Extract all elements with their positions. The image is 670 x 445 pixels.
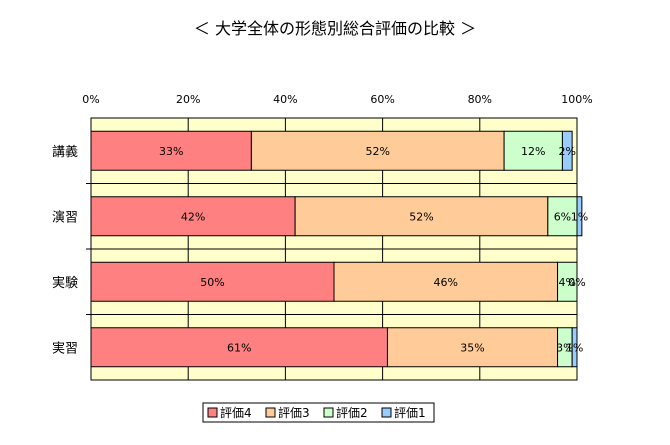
data-label: 46% bbox=[434, 276, 458, 289]
category-label: 講義 bbox=[52, 144, 78, 160]
chart-title: ＜ 大学全体の形態別総合評価の比較 ＞ bbox=[194, 19, 476, 38]
bar-segment bbox=[90, 196, 296, 237]
bar-segment bbox=[547, 196, 578, 237]
bars: 33% 52% 12% 2%42% 52% 6% 1%50% 46% 4%0%61% 35% 3%1… bbox=[90, 130, 588, 368]
category-label: 実習 bbox=[52, 340, 78, 356]
x-tick-label: 60% bbox=[370, 93, 394, 106]
legend-swatch bbox=[323, 407, 334, 418]
x-tick-label: 80% bbox=[468, 93, 492, 106]
bar-segment bbox=[294, 196, 549, 237]
data-label: 1% bbox=[571, 210, 588, 223]
bar-segment bbox=[333, 261, 559, 302]
data-label: 0% bbox=[568, 276, 585, 289]
x-tick-label: 40% bbox=[273, 93, 297, 106]
legend-swatch bbox=[381, 407, 392, 418]
x-tick-label: 20% bbox=[176, 93, 200, 106]
data-label: 33% bbox=[159, 145, 183, 158]
bar-segment bbox=[557, 261, 578, 302]
legend-label: 評価2 bbox=[336, 405, 368, 420]
bar-segment bbox=[90, 327, 388, 368]
data-label: 50% bbox=[200, 276, 224, 289]
data-label: 3% bbox=[556, 341, 573, 354]
data-label: 1% bbox=[566, 341, 583, 354]
bar-segment bbox=[90, 130, 252, 171]
category-label: 演習 bbox=[52, 209, 78, 225]
bar-segment bbox=[561, 130, 573, 171]
bar-segment bbox=[571, 327, 578, 368]
legend-swatch bbox=[207, 407, 218, 418]
data-label: 35% bbox=[460, 341, 484, 354]
x-tick-label: 100% bbox=[561, 93, 592, 106]
data-label: 12% bbox=[521, 145, 545, 158]
category-label: 実験 bbox=[52, 275, 78, 291]
bar-segment bbox=[386, 327, 559, 368]
data-label: 2% bbox=[559, 145, 576, 158]
bar-segment bbox=[503, 130, 563, 171]
bar-segment bbox=[576, 196, 583, 237]
data-label: 4% bbox=[559, 276, 576, 289]
bar-segment bbox=[90, 261, 335, 302]
legend-label: 評価1 bbox=[394, 405, 426, 420]
legend-label: 評価3 bbox=[278, 405, 310, 420]
data-label: 6% bbox=[554, 210, 571, 223]
legend: 評価4 評価3 評価2 評価1 bbox=[202, 402, 435, 423]
data-label: 52% bbox=[366, 145, 390, 158]
legend-box bbox=[202, 402, 435, 423]
legend-swatch bbox=[265, 407, 276, 418]
data-label: 42% bbox=[181, 210, 205, 223]
data-label: 52% bbox=[409, 210, 433, 223]
x-tick-label: 0% bbox=[82, 93, 99, 106]
legend-label: 評価4 bbox=[220, 405, 252, 420]
bar-segment bbox=[250, 130, 505, 171]
data-label: 61% bbox=[227, 341, 251, 354]
x-axis-ticks: 0% 20% 40% 60% 80% 100% bbox=[82, 93, 592, 106]
